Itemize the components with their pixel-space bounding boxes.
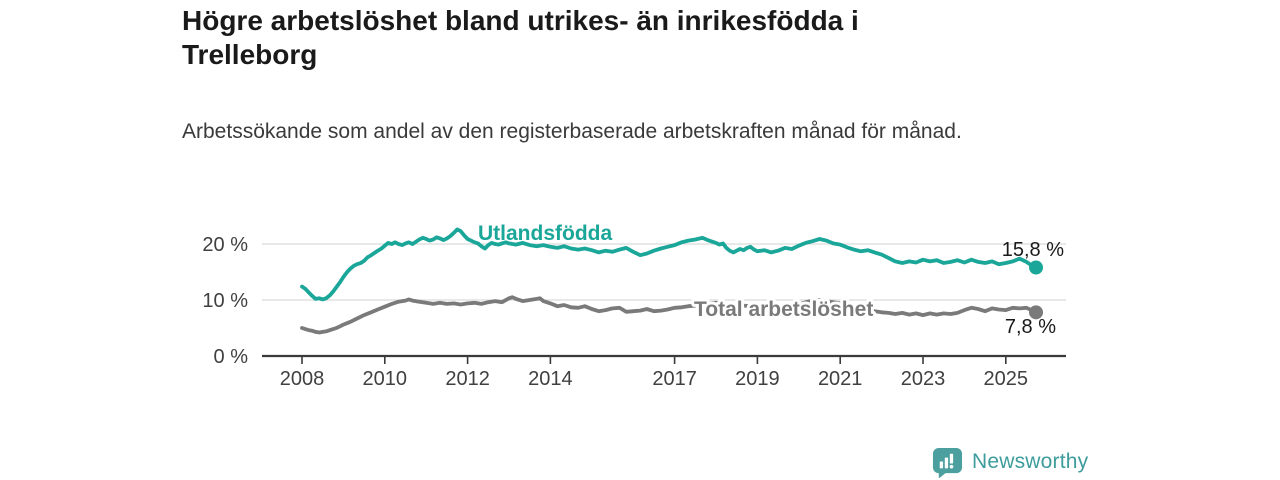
x-tick-label-2025: 2025 [984, 368, 1029, 390]
end-dot-utlandsf-dda [1029, 260, 1044, 275]
y-axis-labels: 0 % 10 % 20 % [202, 234, 248, 368]
end-dot-total-arbetsl-shet [1029, 305, 1044, 320]
x-tick-label-2012: 2012 [445, 368, 490, 390]
series-label-utlandsfodda: Utlandsfödda [478, 222, 612, 245]
series-label-total-arbetsloshet: Total arbetslöshet [694, 298, 873, 321]
chart-title: Högre arbetslöshet bland utrikes- än inr… [182, 5, 859, 70]
line-total-arbetsl-shet [300, 295, 1038, 335]
x-tick-label-2017: 2017 [652, 368, 697, 390]
x-tick-label-2019: 2019 [735, 368, 780, 390]
gridlines [262, 243, 1066, 301]
line-utlandsf-dda [300, 227, 1038, 302]
y-tick-label-20: 20 % [202, 234, 248, 256]
end-value-label-total-arbetsloshet: 7,8 % [1005, 316, 1056, 338]
x-axis-labels: 2008 2010 2012 2014 2017 2019 2021 2023 2025 [280, 368, 1028, 390]
newsworthy-wordmark: Newsworthy [972, 450, 1089, 473]
x-tick-label-2014: 2014 [528, 368, 573, 390]
y-tick-label-10: 10 % [202, 290, 248, 312]
y-tick-label-0: 0 % [214, 346, 249, 368]
x-tick-label-2023: 2023 [901, 368, 946, 390]
x-axis [262, 354, 1066, 364]
x-tick-label-2010: 2010 [363, 368, 408, 390]
series-lines [300, 227, 1044, 335]
newsworthy-logo: Newsworthy [932, 446, 1088, 478]
x-tick-label-2021: 2021 [818, 368, 863, 390]
chart-subtitle: Arbetssökande som andel av den registerb… [182, 120, 962, 143]
end-value-label-utlandsfodda: 15,8 % [1002, 239, 1064, 261]
x-tick-label-2008: 2008 [280, 368, 325, 390]
newsworthy-bar-chart-icon [932, 447, 963, 478]
